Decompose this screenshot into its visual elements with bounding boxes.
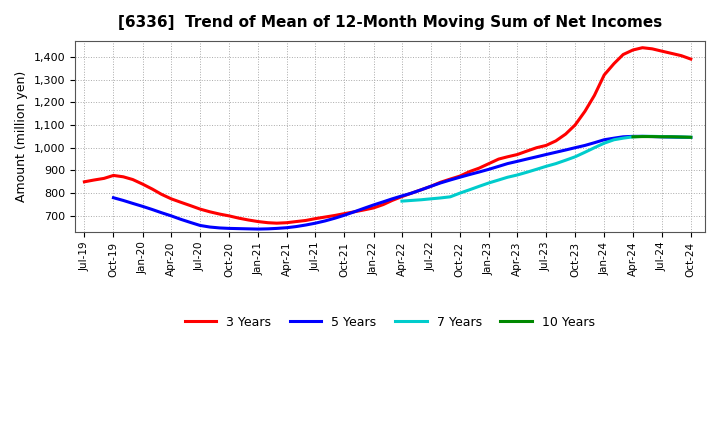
Legend: 3 Years, 5 Years, 7 Years, 10 Years: 3 Years, 5 Years, 7 Years, 10 Years (180, 311, 600, 334)
Line: 5 Years: 5 Years (114, 136, 690, 229)
Title: [6336]  Trend of Mean of 12-Month Moving Sum of Net Incomes: [6336] Trend of Mean of 12-Month Moving … (118, 15, 662, 30)
Line: 7 Years: 7 Years (402, 136, 690, 201)
Line: 10 Years: 10 Years (633, 136, 690, 137)
Line: 3 Years: 3 Years (84, 48, 690, 223)
Y-axis label: Amount (million yen): Amount (million yen) (15, 71, 28, 202)
